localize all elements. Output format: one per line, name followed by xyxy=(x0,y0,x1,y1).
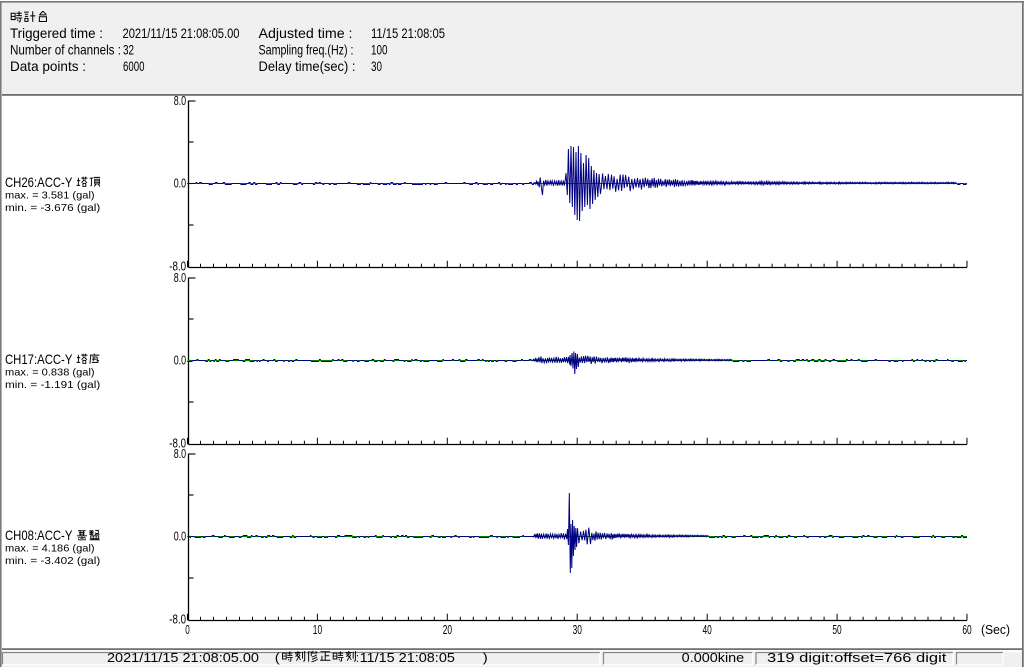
svg-text:40: 40 xyxy=(703,622,712,637)
svg-text:11/15 21:08:05: 11/15 21:08:05 xyxy=(371,26,445,41)
svg-text:30: 30 xyxy=(371,59,382,74)
svg-text:8.0: 8.0 xyxy=(174,446,186,461)
svg-text:6000: 6000 xyxy=(123,59,145,74)
svg-text:8.0: 8.0 xyxy=(174,93,186,108)
svg-text:Triggered time :: Triggered time : xyxy=(10,26,103,41)
svg-text:32: 32 xyxy=(123,43,134,58)
svg-text:Delay time(sec) :: Delay time(sec) : xyxy=(259,59,356,74)
svg-text:0.0: 0.0 xyxy=(174,353,186,368)
svg-text:Sampling freq.(Hz) :: Sampling freq.(Hz) : xyxy=(259,43,354,58)
svg-text:-8.0: -8.0 xyxy=(169,259,186,274)
svg-text:Adjusted time :: Adjusted time : xyxy=(259,26,353,41)
svg-text::: : xyxy=(356,650,359,665)
svg-text:max. = 0.838 (gal): max. = 0.838 (gal) xyxy=(5,368,95,379)
svg-text:0.0: 0.0 xyxy=(174,529,186,544)
svg-text:2021/11/15 21:08:05.00: 2021/11/15 21:08:05.00 xyxy=(107,650,259,665)
svg-text:8.0: 8.0 xyxy=(174,270,186,285)
svg-text:11/15 21:08:05: 11/15 21:08:05 xyxy=(360,650,455,665)
svg-text:): ) xyxy=(483,650,488,665)
svg-text:-8.0: -8.0 xyxy=(169,436,186,451)
svg-text:20: 20 xyxy=(443,622,452,637)
svg-text:100: 100 xyxy=(371,43,388,58)
svg-text:CH26:ACC-Y: CH26:ACC-Y xyxy=(5,175,72,190)
svg-text:min. = -3.676 (gal): min. = -3.676 (gal) xyxy=(5,203,100,214)
svg-text:0.0: 0.0 xyxy=(174,176,186,191)
svg-text:CH08:ACC-Y: CH08:ACC-Y xyxy=(5,528,72,543)
svg-text:30: 30 xyxy=(573,622,582,637)
svg-text:50: 50 xyxy=(832,622,841,637)
svg-text:Data points :: Data points : xyxy=(10,59,86,74)
svg-text:0: 0 xyxy=(185,622,190,637)
svg-text:-8.0: -8.0 xyxy=(169,612,186,627)
svg-text:Number of channels :: Number of channels : xyxy=(10,43,121,58)
svg-text:max. = 4.186 (gal): max. = 4.186 (gal) xyxy=(5,544,95,555)
svg-text:2021/11/15 21:08:05.00: 2021/11/15 21:08:05.00 xyxy=(123,26,240,41)
svg-text:min. = -3.402 (gal): min. = -3.402 (gal) xyxy=(5,556,100,567)
svg-text:10: 10 xyxy=(313,622,322,637)
svg-text:CH17:ACC-Y: CH17:ACC-Y xyxy=(5,352,72,367)
svg-text:60: 60 xyxy=(962,622,971,637)
svg-text:0.000kine: 0.000kine xyxy=(682,650,745,665)
svg-text:319 digit:offset=766 digit: 319 digit:offset=766 digit xyxy=(767,650,947,665)
svg-text:(Sec): (Sec) xyxy=(981,622,1010,637)
svg-text:(: ( xyxy=(275,650,281,665)
svg-text:min. = -1.191 (gal): min. = -1.191 (gal) xyxy=(5,380,100,391)
svg-text:max. = 3.581 (gal): max. = 3.581 (gal) xyxy=(5,191,95,202)
